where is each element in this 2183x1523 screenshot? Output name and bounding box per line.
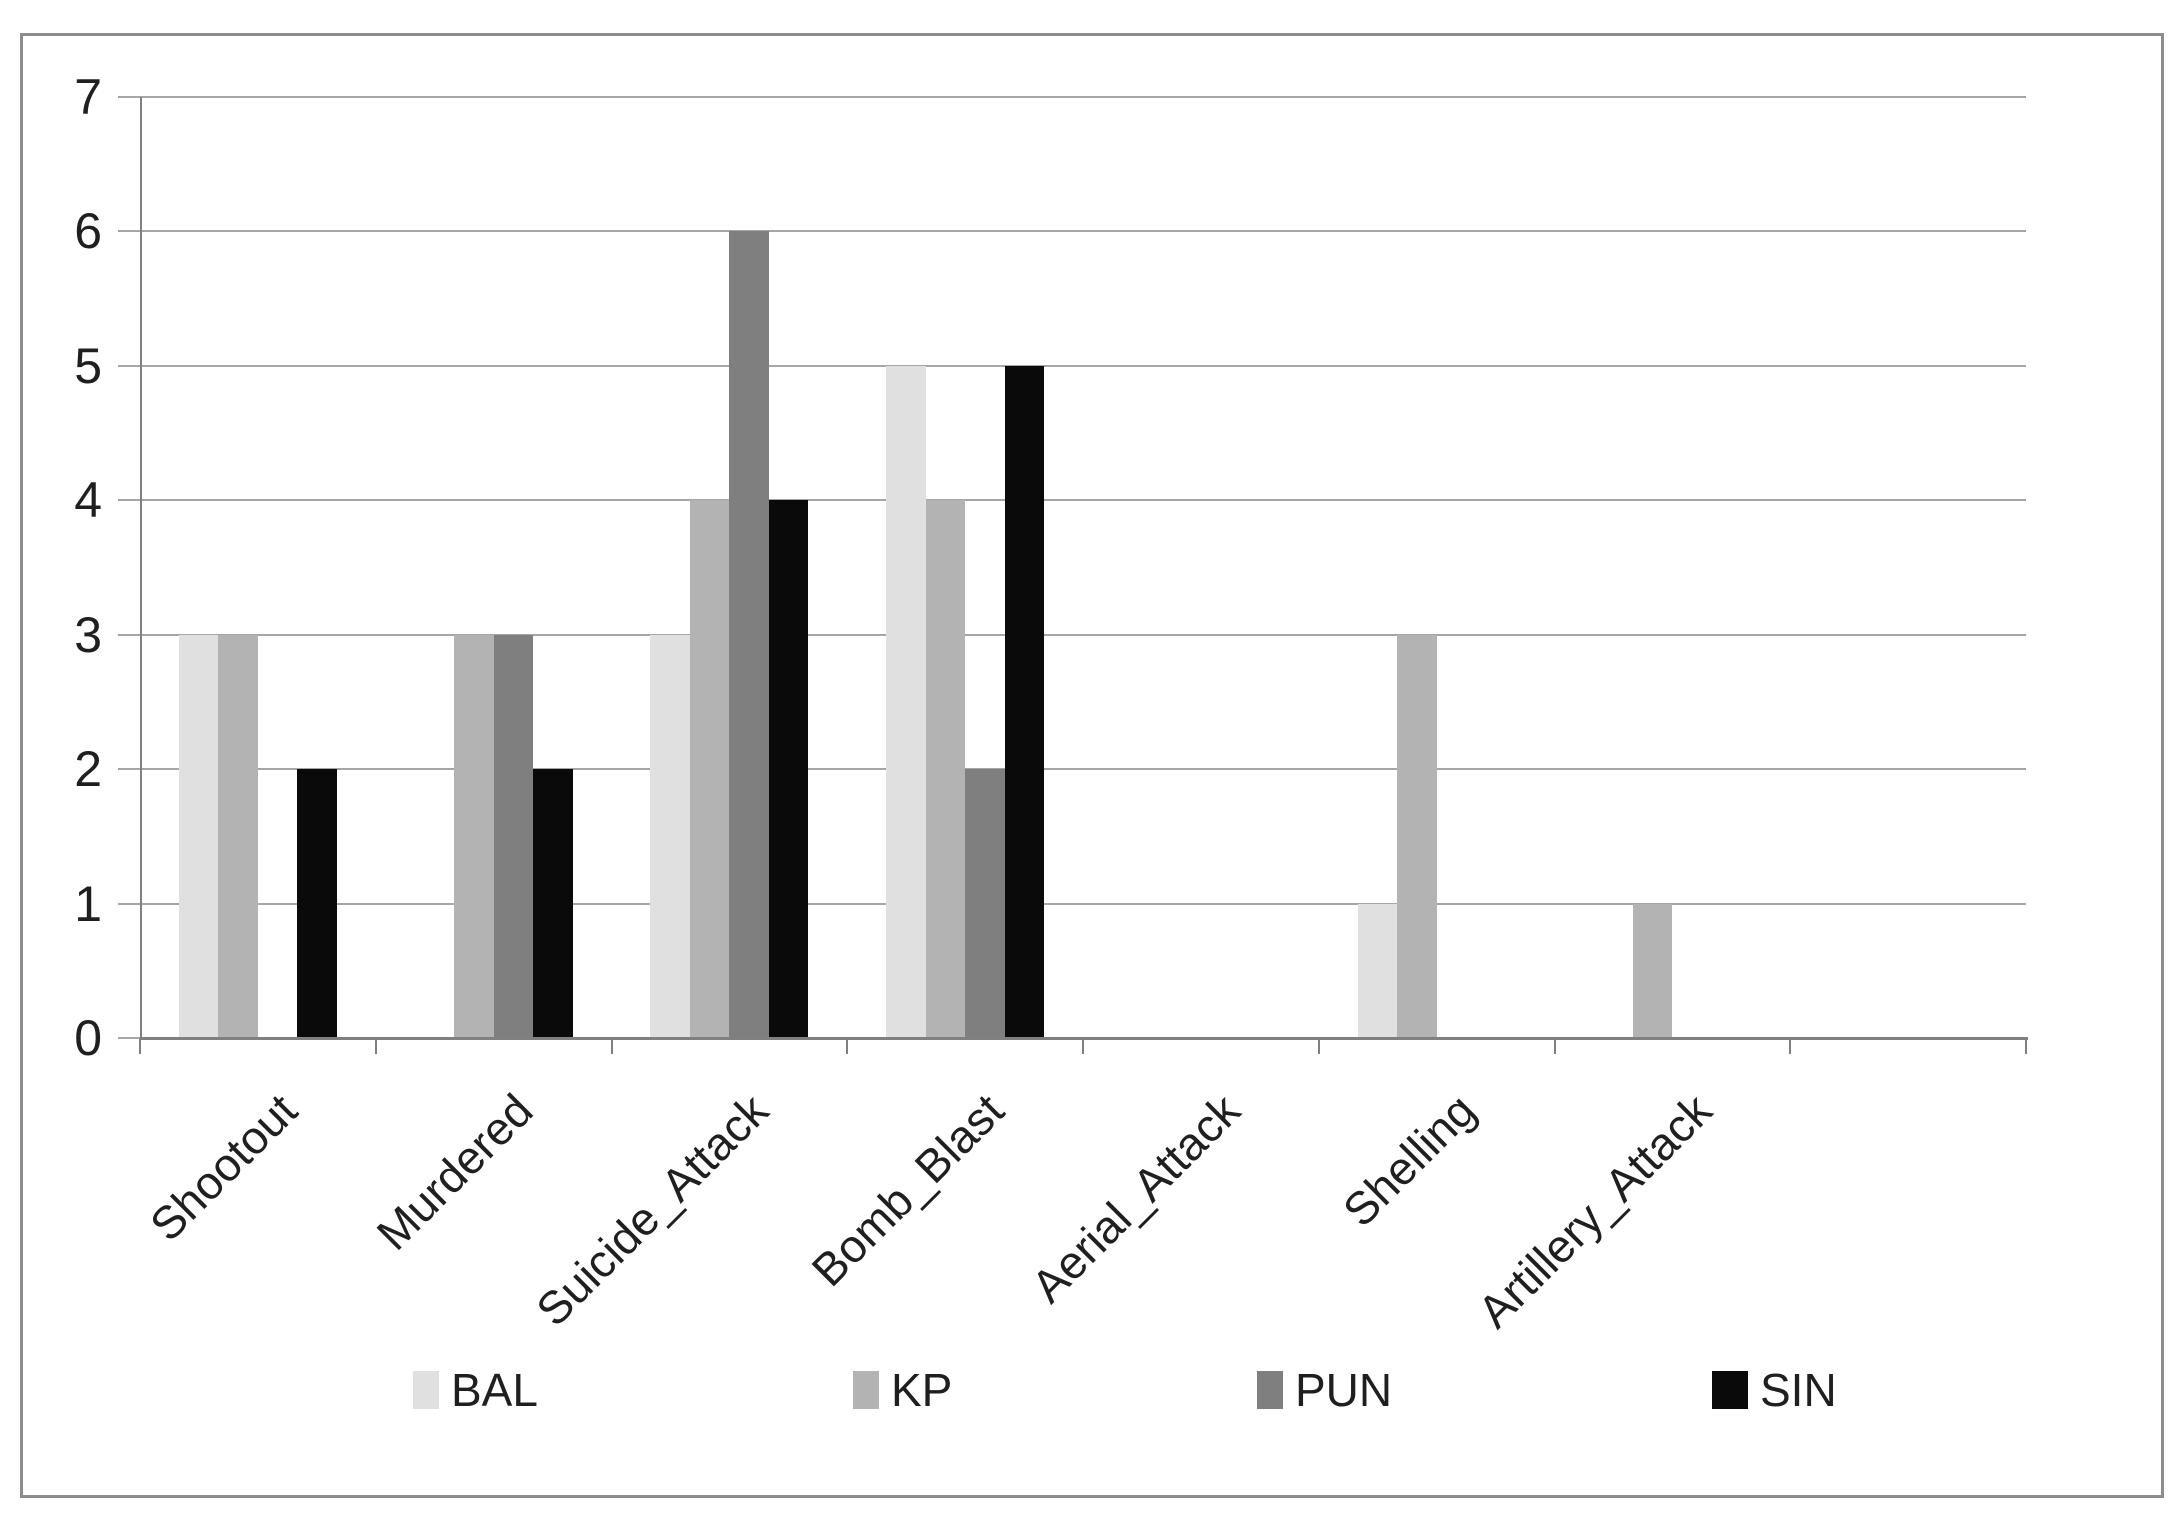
bar-kp-murdered bbox=[454, 634, 494, 1038]
gridline-y5 bbox=[140, 364, 2026, 367]
y-axis-tick-5 bbox=[118, 364, 140, 367]
bar-sin-murdered bbox=[533, 769, 573, 1038]
x-axis-tick-4 bbox=[1082, 1038, 1084, 1054]
bar-kp-bomb_blast bbox=[925, 500, 966, 1038]
bar-sin-bomb_blast bbox=[1004, 365, 1045, 1038]
y-tick-label-0: 0 bbox=[74, 1010, 102, 1066]
bar-sin-shootout bbox=[297, 769, 337, 1038]
bar-pun-bomb_blast bbox=[965, 769, 1005, 1038]
bar-bal-shelling bbox=[1357, 903, 1398, 1038]
y-tick-label-2: 2 bbox=[74, 741, 102, 798]
x-axis-tick-7 bbox=[1789, 1038, 1792, 1054]
legend-item-sin: SIN bbox=[1712, 1364, 1837, 1416]
y-tick-label-5: 5 bbox=[74, 337, 102, 394]
y-axis-tick-0 bbox=[118, 1037, 140, 1039]
y-tick-label-3: 3 bbox=[74, 606, 102, 663]
bar-sin-suicide_attack bbox=[768, 500, 809, 1038]
y-tick-label-1: 1 bbox=[74, 875, 102, 932]
bar-pun-suicide_attack bbox=[729, 231, 769, 1038]
y-axis-tick-6 bbox=[118, 230, 140, 233]
x-axis-tick-0 bbox=[139, 1038, 141, 1054]
y-tick-label-6: 6 bbox=[74, 203, 102, 260]
legend-label-kp: KP bbox=[891, 1364, 953, 1416]
chart-outer-border bbox=[20, 33, 2164, 1498]
y-axis-tick-3 bbox=[118, 633, 140, 636]
legend-swatch-sin bbox=[1712, 1371, 1748, 1409]
bar-pun-murdered bbox=[493, 634, 534, 1038]
y-tick-label-4: 4 bbox=[74, 472, 102, 529]
y-axis-tick-2 bbox=[118, 768, 140, 771]
bar-kp-shootout bbox=[218, 634, 258, 1038]
y-axis-line bbox=[140, 97, 142, 1038]
x-axis-tick-1 bbox=[374, 1038, 377, 1054]
bar-kp-shelling bbox=[1397, 634, 1437, 1038]
x-axis-tick-6 bbox=[1553, 1038, 1556, 1054]
gridline-y6 bbox=[140, 230, 2026, 233]
gridline-y4 bbox=[140, 499, 2026, 502]
gridline-y2 bbox=[140, 768, 2026, 771]
legend-swatch-kp bbox=[853, 1371, 879, 1409]
plot-area bbox=[140, 96, 2026, 1038]
legend-item-kp: KP bbox=[853, 1364, 953, 1416]
y-axis-tick-4 bbox=[118, 499, 140, 502]
gridline-y7 bbox=[140, 96, 2026, 99]
x-axis-tick-5 bbox=[1317, 1038, 1320, 1054]
legend-swatch-pun bbox=[1257, 1371, 1283, 1409]
legend-label-sin: SIN bbox=[1760, 1364, 1837, 1416]
x-axis-tick-2 bbox=[610, 1038, 613, 1054]
bar-kp-suicide_attack bbox=[689, 500, 730, 1038]
bar-kp-artillery_attack bbox=[1632, 903, 1673, 1038]
legend-item-bal: BAL bbox=[413, 1364, 538, 1416]
bar-bal-suicide_attack bbox=[650, 634, 690, 1038]
gridline-y3 bbox=[140, 633, 2026, 636]
y-axis-tick-7 bbox=[118, 96, 140, 98]
bar-bal-bomb_blast bbox=[886, 365, 926, 1038]
x-axis-tick-3 bbox=[846, 1038, 849, 1054]
bar-bal-shootout bbox=[178, 634, 219, 1038]
legend-item-pun: PUN bbox=[1257, 1364, 1393, 1416]
y-tick-label-7: 7 bbox=[74, 69, 102, 125]
legend-swatch-bal bbox=[413, 1371, 439, 1409]
x-axis-tick-8 bbox=[2025, 1038, 2027, 1054]
legend-label-bal: BAL bbox=[451, 1364, 538, 1416]
y-axis-tick-1 bbox=[118, 902, 140, 905]
gridline-y1 bbox=[140, 902, 2026, 905]
legend-label-pun: PUN bbox=[1295, 1364, 1393, 1416]
x-axis-line bbox=[140, 1037, 2028, 1040]
